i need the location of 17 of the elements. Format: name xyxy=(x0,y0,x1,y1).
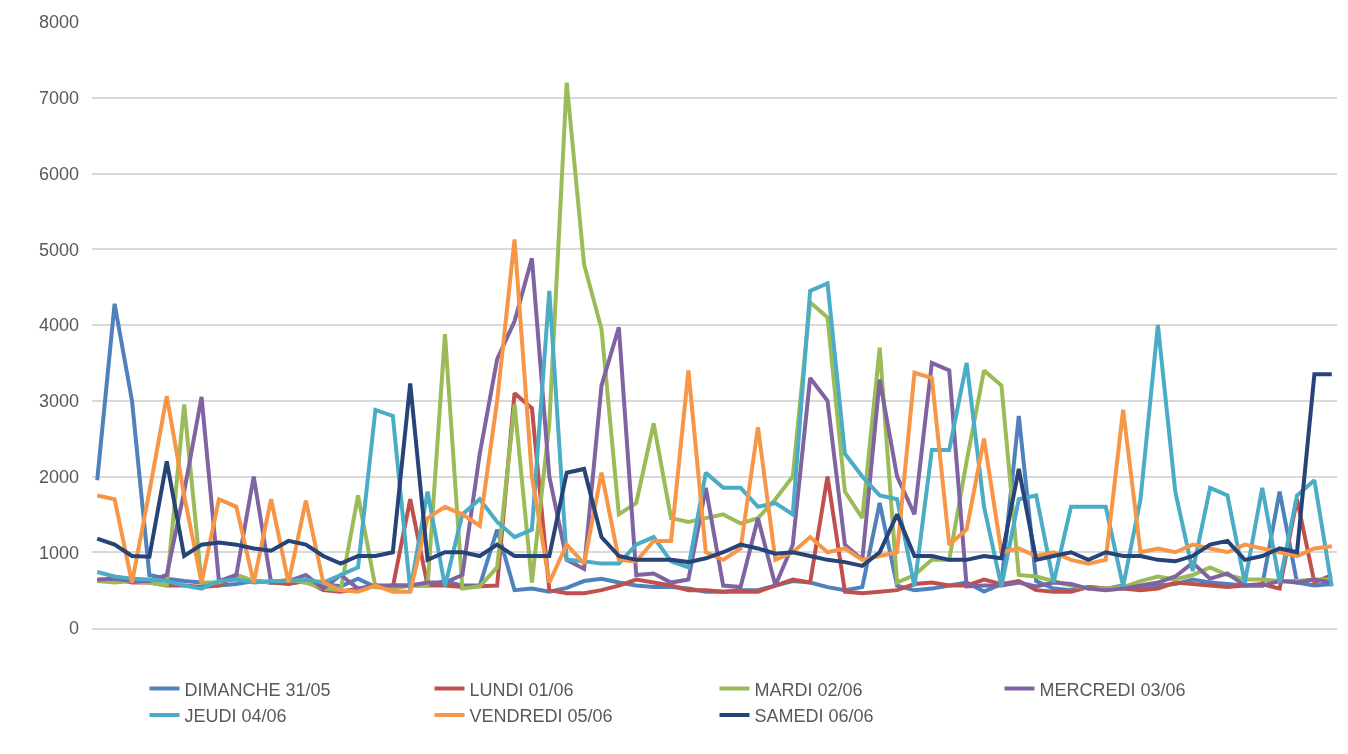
y-tick-label: 6000 xyxy=(38,163,79,184)
y-tick-label: 7000 xyxy=(38,88,79,109)
y-tick-label: 4000 xyxy=(38,315,79,336)
legend-label: MARDI 02/06 xyxy=(754,679,863,700)
y-tick-label: 1000 xyxy=(38,542,79,563)
y-tick-label: 3000 xyxy=(38,391,79,412)
line-series xyxy=(95,372,1334,568)
legend-label: MERCREDI 03/06 xyxy=(1039,679,1186,700)
legend-label: SAMEDI 06/06 xyxy=(754,706,874,727)
legend-label: VENDREDI 05/06 xyxy=(469,706,613,727)
y-tick-label: 0 xyxy=(68,618,79,639)
legend-label: LUNDI 01/06 xyxy=(469,679,574,700)
legend-label: DIMANCHE 31/05 xyxy=(184,679,331,700)
legend-label: JEUDI 04/06 xyxy=(184,706,287,727)
y-tick-label: 2000 xyxy=(38,466,79,487)
y-tick-label: 8000 xyxy=(38,12,79,33)
y-tick-label: 5000 xyxy=(38,239,79,260)
